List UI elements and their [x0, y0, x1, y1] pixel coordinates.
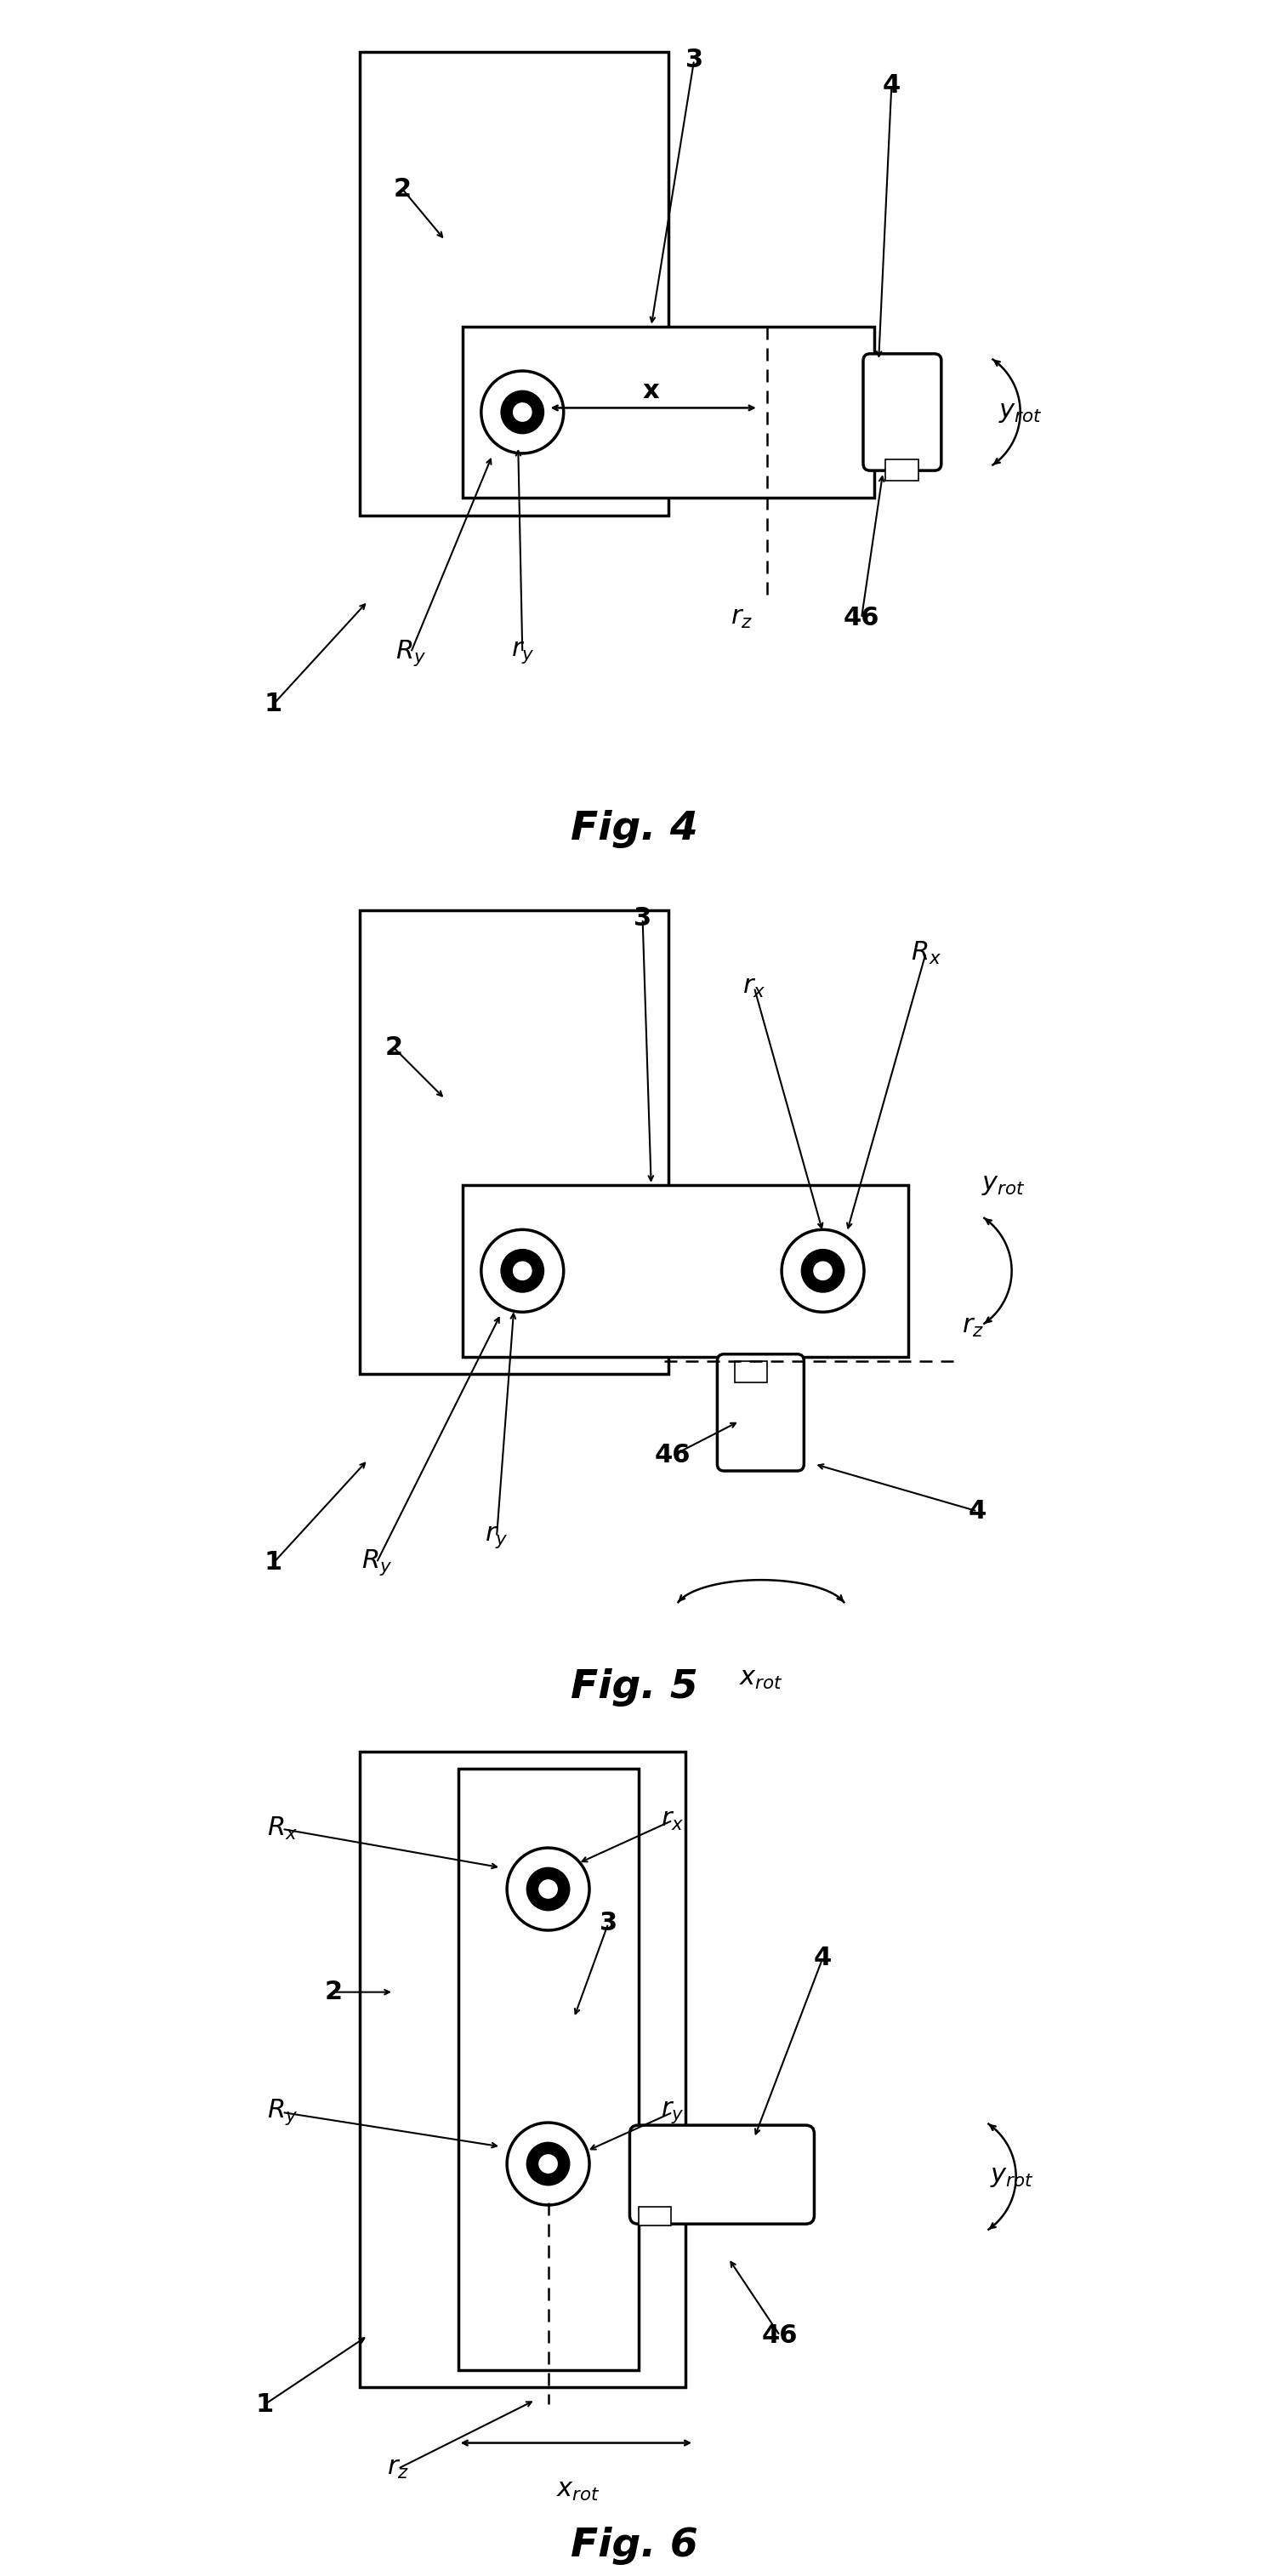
- Text: 4: 4: [814, 1945, 832, 1971]
- Text: 2: 2: [393, 178, 411, 201]
- Circle shape: [507, 1847, 590, 1929]
- Text: $R_x$: $R_x$: [910, 940, 941, 966]
- Circle shape: [526, 2143, 569, 2184]
- Text: 4: 4: [969, 1499, 987, 1522]
- FancyBboxPatch shape: [630, 2125, 814, 2223]
- Text: 4: 4: [883, 75, 900, 98]
- Bar: [885, 459, 918, 482]
- Text: $r_y$: $r_y$: [511, 639, 534, 665]
- Text: $r_z$: $r_z$: [730, 605, 752, 631]
- Bar: [359, 909, 668, 1373]
- Text: Fig. 4: Fig. 4: [571, 809, 697, 848]
- Text: $R_y$: $R_y$: [266, 2097, 298, 2128]
- Bar: [359, 52, 668, 515]
- Text: $r_z$: $r_z$: [962, 1314, 984, 1340]
- Bar: [463, 327, 875, 497]
- Circle shape: [514, 1262, 531, 1280]
- Text: 3: 3: [634, 907, 652, 930]
- Circle shape: [539, 2154, 557, 2174]
- Text: 46: 46: [654, 1443, 691, 1468]
- Circle shape: [801, 1249, 844, 1293]
- Circle shape: [501, 392, 544, 433]
- Text: $y_{rot}$: $y_{rot}$: [998, 399, 1042, 425]
- Circle shape: [482, 371, 563, 453]
- Text: $R_x$: $R_x$: [266, 1816, 298, 1842]
- Text: 2: 2: [325, 1981, 342, 2004]
- Bar: [458, 1770, 638, 2370]
- Text: 3: 3: [600, 1911, 618, 1935]
- Bar: [359, 1752, 686, 2388]
- Bar: [463, 1185, 909, 1358]
- Circle shape: [507, 2123, 590, 2205]
- FancyBboxPatch shape: [718, 1355, 804, 1471]
- Text: $x_{rot}$: $x_{rot}$: [739, 1667, 784, 1690]
- Circle shape: [482, 1229, 563, 1311]
- Text: 1: 1: [265, 693, 283, 716]
- Text: Fig. 5: Fig. 5: [571, 1669, 697, 1705]
- Text: 3: 3: [685, 49, 702, 72]
- Text: Fig. 6: Fig. 6: [571, 2527, 697, 2566]
- Text: $x_{rot}$: $x_{rot}$: [557, 2478, 600, 2501]
- Text: $R_y$: $R_y$: [396, 639, 426, 667]
- Text: $r_y$: $r_y$: [484, 1525, 508, 1551]
- Text: $r_x$: $r_x$: [661, 1808, 685, 1832]
- Text: $R_y$: $R_y$: [361, 1548, 392, 1577]
- Text: $r_y$: $r_y$: [661, 2099, 685, 2125]
- Circle shape: [526, 1868, 569, 1911]
- Text: 1: 1: [256, 2393, 274, 2416]
- Circle shape: [814, 1262, 832, 1280]
- Bar: [734, 1360, 767, 1383]
- Circle shape: [539, 1880, 557, 1899]
- Text: x: x: [643, 379, 659, 402]
- Text: 2: 2: [384, 1036, 403, 1059]
- Circle shape: [781, 1229, 864, 1311]
- Text: $r_x$: $r_x$: [743, 976, 766, 999]
- FancyBboxPatch shape: [864, 353, 941, 471]
- Text: 46: 46: [843, 605, 880, 631]
- Bar: [638, 2208, 671, 2226]
- Text: 46: 46: [762, 2324, 798, 2347]
- Text: $y_{rot}$: $y_{rot}$: [990, 2164, 1033, 2190]
- Text: 1: 1: [265, 1551, 283, 1574]
- Text: $r_z$: $r_z$: [387, 2458, 410, 2481]
- Circle shape: [501, 1249, 544, 1293]
- Text: $y_{rot}$: $y_{rot}$: [981, 1172, 1025, 1198]
- Circle shape: [514, 402, 531, 422]
